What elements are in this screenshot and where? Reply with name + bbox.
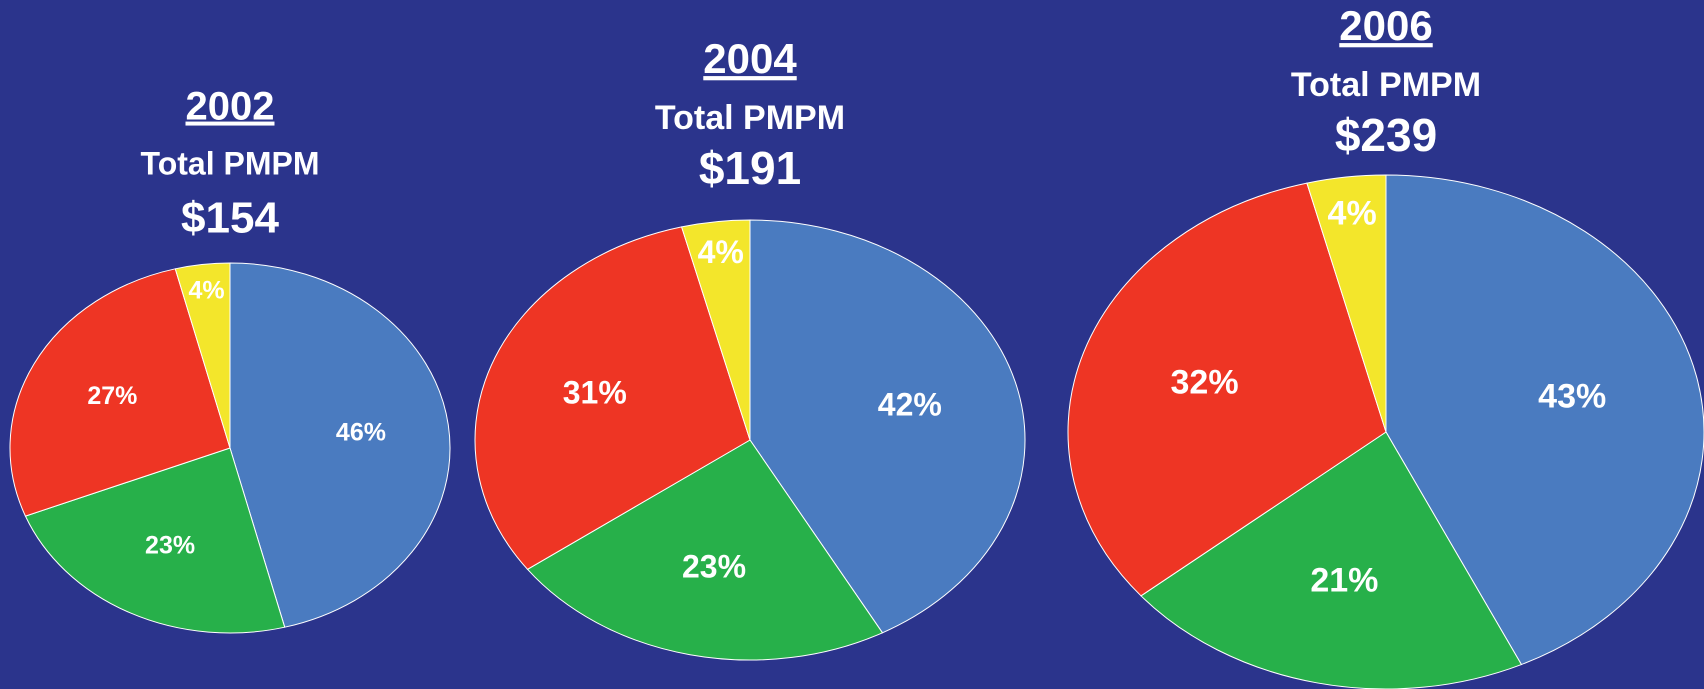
chart-subtitle: Total PMPM <box>1291 66 1481 104</box>
chart-subtitle: Total PMPM <box>655 99 845 137</box>
total-label: $154 <box>181 194 279 243</box>
pie-slice <box>749 219 1026 634</box>
data-label: 23% <box>682 548 746 584</box>
data-label: 27% <box>87 382 137 410</box>
data-label: 23% <box>145 532 195 560</box>
chart-title: 2006 <box>1339 2 1432 49</box>
data-label: 31% <box>563 375 627 411</box>
chart-subtitle: Total PMPM <box>141 145 320 181</box>
total-label: $239 <box>1335 109 1437 161</box>
chart-title: 2002 <box>186 85 275 129</box>
data-label: 4% <box>698 234 744 270</box>
data-label: 46% <box>336 419 386 447</box>
data-label: 4% <box>1328 194 1377 232</box>
pie-slice <box>1385 174 1704 666</box>
pie-slice <box>526 439 884 661</box>
total-label: $191 <box>699 142 801 194</box>
data-label: 42% <box>878 387 942 423</box>
chart-title: 2004 <box>703 35 797 82</box>
pie-slice <box>229 262 451 628</box>
pie-slice <box>680 219 751 441</box>
pie-slice <box>1067 182 1387 597</box>
pie-slice <box>1306 174 1387 433</box>
pie-slice <box>9 268 231 517</box>
pie-slice <box>24 447 286 634</box>
pie-slice <box>474 226 751 570</box>
data-label: 43% <box>1538 377 1606 415</box>
data-label: 4% <box>188 277 224 305</box>
pie-slice <box>1140 431 1523 689</box>
data-label: 32% <box>1171 363 1239 401</box>
pie-slice <box>174 262 231 449</box>
data-label: 21% <box>1310 561 1378 599</box>
